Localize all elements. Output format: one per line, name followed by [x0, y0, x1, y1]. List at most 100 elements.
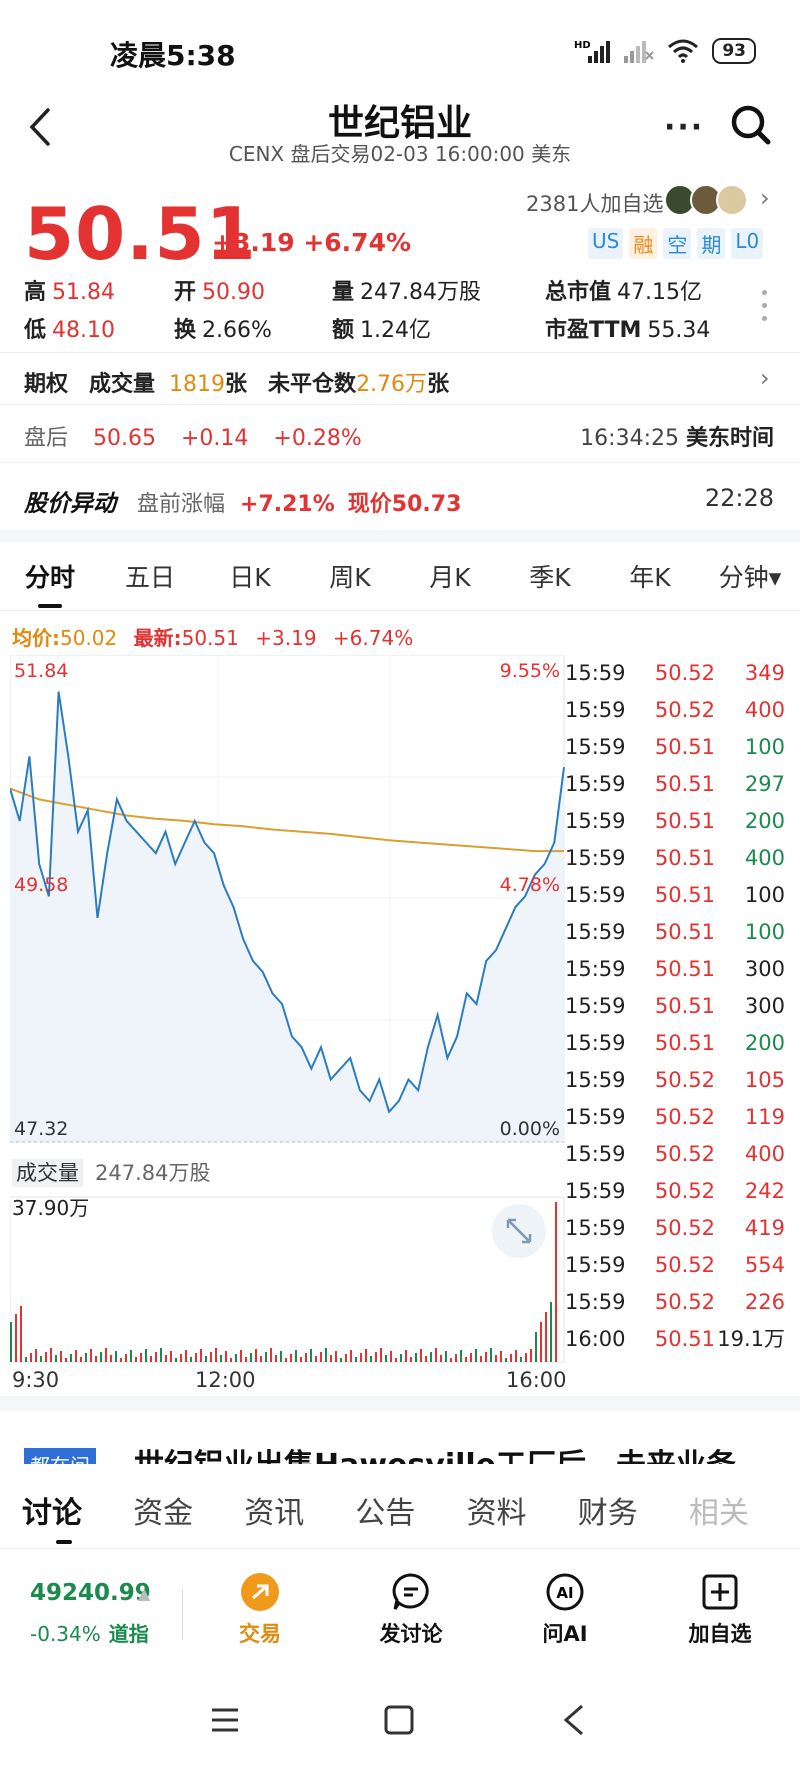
y-label-mid: 49.58 — [14, 874, 68, 896]
volume-bar — [360, 1353, 362, 1362]
tab-yearly-k[interactable]: 年K — [629, 563, 671, 592]
tab-intraday[interactable]: 分时 — [0, 558, 100, 608]
index-change[interactable]: -0.34% 道指 — [30, 1622, 149, 1646]
avatar — [716, 184, 748, 216]
volume-bars — [10, 1202, 557, 1362]
volume-bar — [260, 1356, 262, 1362]
tab-daily-k[interactable]: 日K — [229, 563, 271, 592]
price-change: +3.19 +6.74% — [212, 228, 412, 257]
tab-news[interactable]: 资讯 — [244, 1496, 305, 1531]
volume-bar — [500, 1351, 502, 1362]
volume-bar — [205, 1356, 207, 1362]
add-watchlist-button[interactable]: 加自选 — [665, 1572, 775, 1648]
tab-discussion[interactable]: 讨论 — [22, 1464, 133, 1546]
options-summary[interactable]: 期权 成交量 1819张 未平仓数2.76万张 — [24, 372, 450, 397]
stat-turnover: 换 2.66% — [174, 318, 272, 343]
triangle-up-icon: ▲ — [138, 1584, 151, 1603]
signal-icon: HD — [574, 40, 611, 63]
volume-bar — [170, 1351, 172, 1362]
volume-bar — [545, 1312, 547, 1362]
tab-announcements[interactable]: 公告 — [355, 1496, 416, 1531]
volume-bar — [530, 1349, 532, 1362]
tab-weekly-k[interactable]: 周K — [329, 563, 371, 592]
wifi-icon — [668, 39, 699, 63]
volume-bar — [450, 1358, 452, 1362]
volume-bar — [165, 1355, 167, 1362]
tick-row: 15:59 50.51 300 — [565, 957, 785, 981]
content-tabs: 讨论 资金 资讯 公告 资料 财务 相关 — [0, 1464, 800, 1546]
tab-quarterly-k[interactable]: 季K — [529, 563, 571, 592]
tick-row: 15:59 50.51 100 — [565, 920, 785, 944]
volume-bar — [275, 1355, 277, 1362]
search-icon[interactable] — [728, 102, 774, 148]
tick-row: 15:59 50.51 100 — [565, 883, 785, 907]
volume-label: 成交量 247.84万股 — [12, 1157, 210, 1187]
volume-bar — [35, 1349, 37, 1362]
tab-profile[interactable]: 资料 — [466, 1496, 527, 1531]
pct-label-mid: 4.78% — [500, 874, 560, 896]
volume-bar — [425, 1356, 427, 1362]
chevron-right-icon[interactable]: › — [760, 184, 770, 212]
volume-bar — [245, 1357, 247, 1362]
volume-bar — [485, 1352, 487, 1362]
volume-bar — [535, 1332, 537, 1362]
tab-monthly-k[interactable]: 月K — [429, 563, 471, 592]
tick-row: 15:59 50.52 554 — [565, 1253, 785, 1277]
price-line — [10, 691, 565, 1114]
expand-icon[interactable] — [492, 1204, 546, 1258]
tab-funds[interactable]: 资金 — [133, 1496, 194, 1531]
volume-bar — [480, 1356, 482, 1362]
trade-button[interactable]: 交易 — [205, 1572, 315, 1648]
post-discussion-button[interactable]: 发讨论 — [356, 1572, 466, 1648]
watchers-count[interactable]: 2381人加自选 — [526, 192, 664, 216]
volume-bar — [420, 1349, 422, 1362]
more-vertical-icon[interactable] — [762, 290, 768, 329]
volume-bar — [155, 1352, 157, 1362]
chevron-right-icon[interactable]: › — [760, 364, 770, 392]
tab-financials[interactable]: 财务 — [577, 1496, 638, 1531]
price-alert[interactable]: 股价异动 盘前涨幅 +7.21% 现价50.73 — [24, 491, 462, 517]
tab-related[interactable]: 相关 — [688, 1496, 749, 1531]
signal-weak-icon — [624, 41, 655, 63]
intraday-chart[interactable]: 51.84 49.58 47.32 9.55% 4.78% 0.00% — [10, 655, 565, 1365]
page-title: 世纪铝业 — [327, 103, 472, 144]
volume-bar — [90, 1349, 92, 1362]
index-value[interactable]: 49240.99 — [30, 1580, 151, 1606]
ask-ai-button[interactable]: AI 问AI — [510, 1572, 620, 1648]
tab-5day[interactable]: 五日 — [124, 563, 175, 592]
volume-bar — [390, 1351, 392, 1362]
market-tags: US 融 空 期 L0 — [588, 228, 764, 259]
menu-icon[interactable] — [212, 1708, 238, 1732]
volume-bar — [325, 1348, 327, 1362]
volume-bar — [395, 1358, 397, 1362]
tick-row: 15:59 50.51 300 — [565, 994, 785, 1018]
stat-open: 开 50.90 — [174, 280, 265, 305]
tick-row: 15:59 50.52 119 — [565, 1105, 785, 1129]
volume-bar — [310, 1349, 312, 1362]
volume-bar — [300, 1357, 302, 1362]
tab-minute[interactable]: 分钟▾ — [718, 563, 782, 592]
volume-bar — [375, 1352, 377, 1362]
volume-bar — [415, 1353, 417, 1362]
tag-options: 期 — [697, 228, 726, 259]
volume-bar — [145, 1349, 147, 1362]
volume-bar — [70, 1354, 72, 1362]
tick-row: 16:00 50.51 19.1万 — [565, 1327, 785, 1351]
volume-bar — [85, 1353, 87, 1362]
home-icon[interactable] — [384, 1705, 414, 1735]
stat-pe: 市盈TTM 55.34 — [545, 318, 711, 343]
volume-bar — [410, 1357, 412, 1362]
volume-bar — [55, 1355, 57, 1362]
watcher-avatars[interactable] — [664, 184, 754, 216]
volume-bar — [110, 1355, 112, 1362]
volume-bar — [265, 1352, 267, 1362]
back-button[interactable] — [22, 102, 58, 152]
tick-row: 15:59 50.51 297 — [565, 772, 785, 796]
volume-bar — [240, 1350, 242, 1362]
volume-bar — [505, 1358, 507, 1362]
volume-bar — [350, 1350, 352, 1362]
back-nav-icon[interactable] — [563, 1704, 583, 1736]
volume-bar — [220, 1355, 222, 1362]
tick-list: 15:59 50.52 349 15:59 50.52 400 15:59 50.51 100 1… — [565, 655, 785, 1358]
more-icon[interactable]: ··· — [664, 110, 705, 145]
